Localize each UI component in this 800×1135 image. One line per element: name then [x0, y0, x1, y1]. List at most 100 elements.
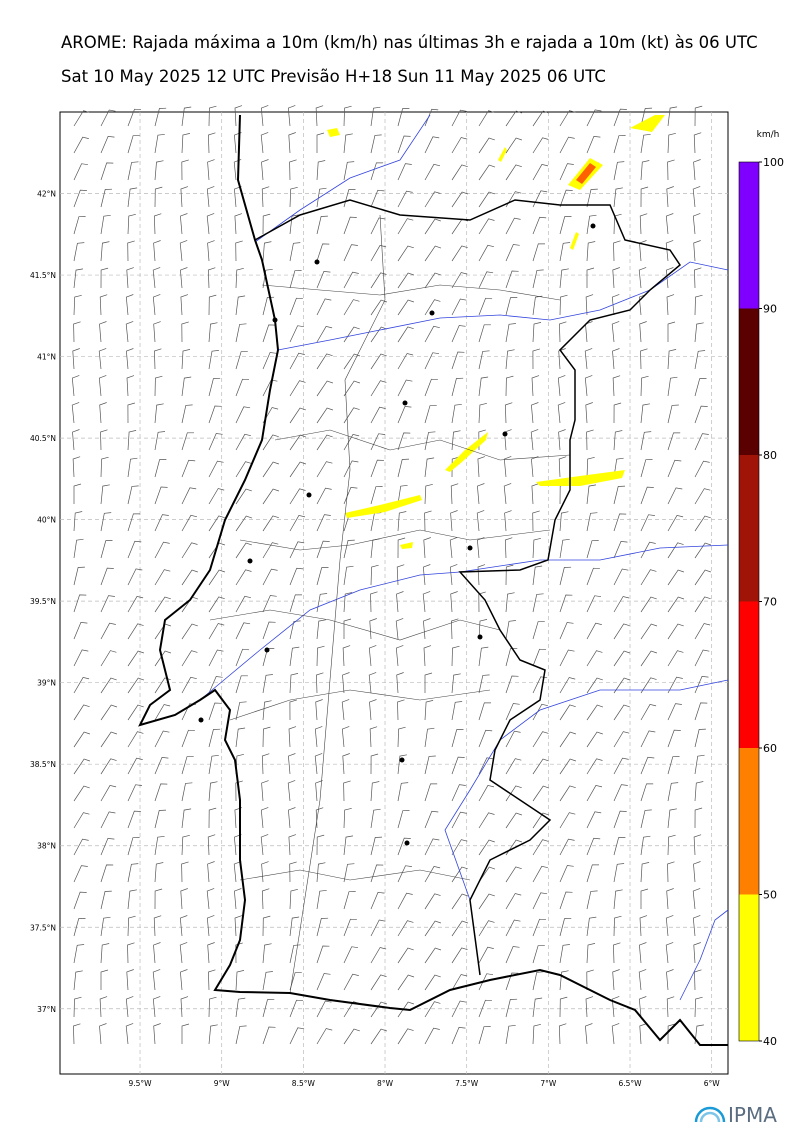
wind-barb [559, 677, 576, 694]
wind-barb [289, 270, 302, 289]
wind-barb [694, 433, 709, 451]
wind-barb [478, 646, 489, 667]
wind-barb [611, 321, 620, 343]
wind-barb [693, 132, 702, 154]
wind-barb [640, 703, 657, 721]
wind-barb [666, 186, 674, 208]
wind-barb [343, 460, 359, 478]
wind-barb [558, 429, 566, 451]
wind-barb [208, 649, 224, 667]
x-tick-label: 6.5°W [618, 1079, 642, 1088]
wind-barb [613, 430, 623, 451]
wind-barb [181, 159, 189, 181]
wind-barb [153, 213, 162, 235]
wind-barb [612, 969, 620, 991]
wind-barb [100, 704, 118, 721]
wind-barb [532, 676, 548, 694]
wind-barb [505, 297, 518, 316]
wind-barb [585, 402, 593, 424]
wind-barb [478, 164, 496, 181]
wind-barb [423, 618, 431, 640]
wind-barb [343, 946, 359, 964]
y-tick-label: 40°N [37, 516, 56, 525]
wind-barb [154, 888, 163, 910]
wind-barb [235, 622, 251, 640]
wind-barb [98, 375, 107, 397]
wind-barb [206, 186, 215, 208]
wind-barb [207, 240, 215, 262]
wind-barb [424, 218, 441, 235]
wind-barb [694, 460, 710, 478]
wind-barb [100, 162, 114, 181]
wind-barb [478, 784, 495, 802]
wind-barb [559, 731, 577, 748]
wind-barb [693, 159, 701, 181]
wind-barb [532, 322, 542, 343]
wind-barb [289, 944, 301, 964]
wind-barb [289, 242, 301, 262]
wind-barb [505, 375, 514, 397]
wind-barb [316, 945, 330, 964]
wind-barb [343, 891, 356, 910]
wind-barb [343, 565, 354, 586]
wind-barb [478, 191, 495, 208]
wind-barb [504, 537, 513, 559]
wind-barb [71, 402, 80, 424]
wind-barb [289, 434, 307, 451]
wind-barb [370, 459, 384, 478]
wind-barb [289, 541, 305, 559]
wind-barb [557, 375, 566, 397]
wind-barb [343, 380, 361, 397]
wind-barb [449, 537, 458, 559]
wind-barb [397, 726, 406, 748]
wind-barb [397, 699, 405, 721]
wind-barb [260, 105, 269, 127]
wind-barb [262, 943, 272, 964]
wind-barb [424, 191, 441, 208]
wind-barb [692, 213, 701, 235]
wind-barb [125, 996, 134, 1018]
wind-barb [316, 619, 326, 640]
wind-barb [640, 107, 653, 127]
wind-barb [559, 704, 576, 721]
wind-barb [206, 915, 215, 937]
wind-barb [208, 515, 225, 532]
wind-barb [451, 673, 461, 694]
wind-barb [559, 321, 567, 343]
wind-barb [667, 623, 684, 640]
wind-barb [207, 267, 216, 289]
wind-barb [505, 785, 522, 802]
wind-barb [478, 674, 490, 694]
wind-barb [397, 379, 413, 397]
wind-barb [586, 811, 602, 829]
wind-barb [343, 487, 358, 505]
wind-barb [100, 943, 110, 964]
wind-barb [559, 511, 569, 532]
wind-barb [73, 242, 85, 262]
wind-barb [505, 620, 516, 640]
wind-barb [235, 970, 245, 991]
wind-barb [370, 753, 379, 775]
wind-barb [478, 297, 493, 316]
wind-barb [424, 431, 436, 451]
wind-barb [532, 703, 548, 721]
wind-barb [316, 434, 333, 451]
wind-barb [100, 650, 117, 667]
wind-barb [424, 974, 441, 991]
wind-barb [532, 918, 547, 937]
wind-barb [127, 623, 144, 640]
wind-barb [504, 510, 512, 532]
wind-barb [100, 916, 111, 937]
wind-barb [694, 996, 703, 1018]
wind-barb [424, 810, 439, 829]
wind-barb [693, 834, 702, 856]
colorbar-label: 100 [763, 156, 784, 169]
wind-barb [559, 917, 572, 937]
wind-barb [180, 294, 189, 316]
wind-barb [206, 888, 215, 910]
wind-barb [260, 807, 269, 829]
wind-barb [424, 865, 441, 883]
wind-barb [127, 108, 142, 127]
wind-barb [477, 483, 485, 505]
